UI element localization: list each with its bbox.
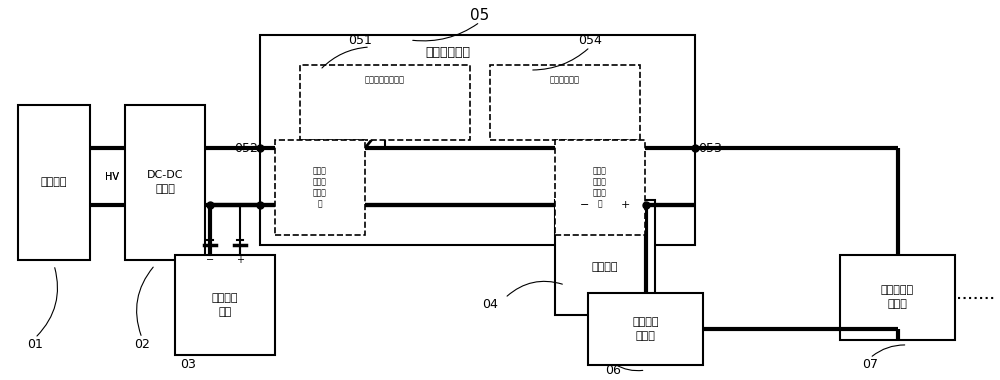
Text: 低压电
源过限
诊断电
路: 低压电 源过限 诊断电 路 bbox=[313, 166, 327, 209]
Text: 051: 051 bbox=[348, 33, 372, 46]
Bar bbox=[555, 140, 645, 235]
Text: 02: 02 bbox=[134, 339, 150, 352]
Text: 054: 054 bbox=[578, 33, 602, 46]
Bar bbox=[18, 105, 90, 260]
Text: 低压电源控制电路: 低压电源控制电路 bbox=[365, 76, 405, 84]
Bar bbox=[260, 35, 695, 245]
Text: 06: 06 bbox=[605, 364, 621, 377]
Text: 01: 01 bbox=[27, 339, 43, 352]
Bar bbox=[175, 255, 275, 355]
Bar bbox=[840, 255, 955, 340]
Text: 主蓄电池: 主蓄电池 bbox=[592, 263, 618, 272]
Text: 保护控制单元: 保护控制单元 bbox=[425, 46, 470, 60]
Text: HV: HV bbox=[105, 171, 119, 182]
Bar bbox=[588, 293, 703, 365]
Bar bbox=[490, 65, 640, 140]
Text: 052: 052 bbox=[234, 141, 258, 155]
Text: 电流检测电路: 电流检测电路 bbox=[550, 76, 580, 84]
Text: 04: 04 bbox=[482, 299, 498, 312]
Text: +: + bbox=[236, 255, 244, 265]
Text: DC-DC
转换器: DC-DC 转换器 bbox=[147, 171, 183, 195]
Bar bbox=[125, 105, 205, 260]
Text: +: + bbox=[620, 200, 630, 210]
Text: 高压电池: 高压电池 bbox=[41, 177, 67, 187]
Text: −: − bbox=[580, 200, 590, 210]
Text: 冗余储能
部件: 冗余储能 部件 bbox=[212, 293, 238, 317]
Bar bbox=[275, 140, 365, 235]
Text: 05: 05 bbox=[470, 8, 490, 22]
Bar bbox=[300, 65, 470, 140]
Text: HV: HV bbox=[105, 171, 119, 182]
Text: 03: 03 bbox=[180, 358, 196, 372]
Text: 07: 07 bbox=[862, 358, 878, 372]
Text: −: − bbox=[206, 255, 214, 265]
Text: 低压电
源电压
检测电
路: 低压电 源电压 检测电 路 bbox=[593, 166, 607, 209]
Text: 冗余电源
控制器: 冗余电源 控制器 bbox=[632, 317, 659, 341]
Text: 非电源冗余
控制器: 非电源冗余 控制器 bbox=[881, 285, 914, 309]
Text: 053: 053 bbox=[698, 141, 722, 155]
Bar bbox=[555, 200, 655, 315]
